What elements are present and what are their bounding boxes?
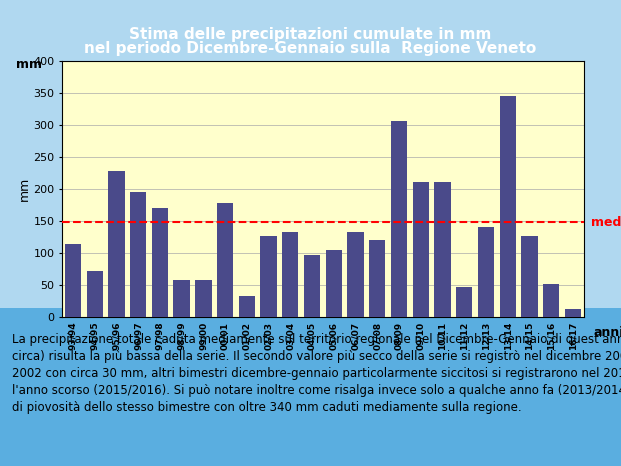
Bar xyxy=(108,171,125,317)
Bar xyxy=(152,208,168,317)
Bar xyxy=(195,281,212,317)
Text: Stima delle precipitazioni cumulate in mm: Stima delle precipitazioni cumulate in m… xyxy=(129,27,492,42)
Text: nel periodo Dicembre-Gennaio sulla  Regione Veneto: nel periodo Dicembre-Gennaio sulla Regio… xyxy=(84,41,537,56)
Bar xyxy=(130,192,147,317)
Y-axis label: mm: mm xyxy=(17,177,30,201)
Bar xyxy=(347,232,364,317)
Bar xyxy=(434,182,451,317)
Bar xyxy=(369,240,386,317)
Bar xyxy=(325,250,342,317)
Bar xyxy=(282,232,299,317)
Text: anni: anni xyxy=(593,326,621,339)
Bar xyxy=(456,287,473,317)
Bar xyxy=(521,235,538,317)
Bar xyxy=(499,96,516,317)
Bar xyxy=(304,255,320,317)
Text: media: media xyxy=(591,216,621,228)
Bar xyxy=(173,280,190,317)
Bar xyxy=(238,296,255,317)
Bar xyxy=(564,309,581,317)
Bar xyxy=(217,203,233,317)
Bar xyxy=(412,182,429,317)
Bar xyxy=(478,227,494,317)
Bar xyxy=(391,122,407,317)
Text: mm: mm xyxy=(16,58,42,71)
Bar xyxy=(86,271,103,317)
Text: La precipitazione totale caduta mediamente sul territorio regionale nel Dicembre: La precipitazione totale caduta mediamen… xyxy=(12,333,621,414)
Bar xyxy=(543,283,560,317)
Bar xyxy=(65,245,81,317)
Bar xyxy=(260,236,277,317)
